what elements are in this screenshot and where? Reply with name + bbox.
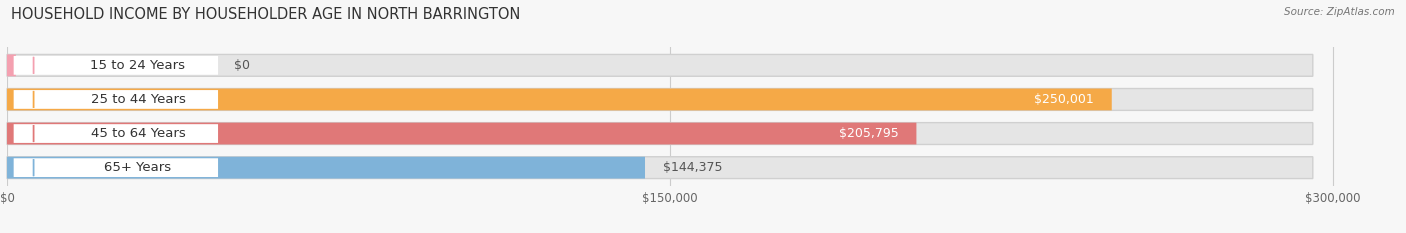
FancyBboxPatch shape	[7, 55, 15, 76]
Text: 25 to 44 Years: 25 to 44 Years	[90, 93, 186, 106]
FancyBboxPatch shape	[14, 124, 218, 143]
Text: Source: ZipAtlas.com: Source: ZipAtlas.com	[1284, 7, 1395, 17]
FancyBboxPatch shape	[7, 55, 1313, 76]
Text: 15 to 24 Years: 15 to 24 Years	[90, 59, 186, 72]
Text: 45 to 64 Years: 45 to 64 Years	[90, 127, 186, 140]
FancyBboxPatch shape	[14, 90, 218, 109]
Text: $205,795: $205,795	[839, 127, 898, 140]
Text: 65+ Years: 65+ Years	[104, 161, 172, 174]
FancyBboxPatch shape	[7, 89, 1112, 110]
FancyBboxPatch shape	[14, 56, 218, 75]
Text: $144,375: $144,375	[662, 161, 723, 174]
FancyBboxPatch shape	[14, 158, 218, 177]
FancyBboxPatch shape	[7, 123, 1313, 144]
Text: $250,001: $250,001	[1035, 93, 1094, 106]
FancyBboxPatch shape	[7, 89, 1313, 110]
Text: $0: $0	[233, 59, 249, 72]
FancyBboxPatch shape	[7, 157, 1313, 178]
FancyBboxPatch shape	[7, 157, 645, 178]
FancyBboxPatch shape	[7, 123, 917, 144]
Text: HOUSEHOLD INCOME BY HOUSEHOLDER AGE IN NORTH BARRINGTON: HOUSEHOLD INCOME BY HOUSEHOLDER AGE IN N…	[11, 7, 520, 22]
